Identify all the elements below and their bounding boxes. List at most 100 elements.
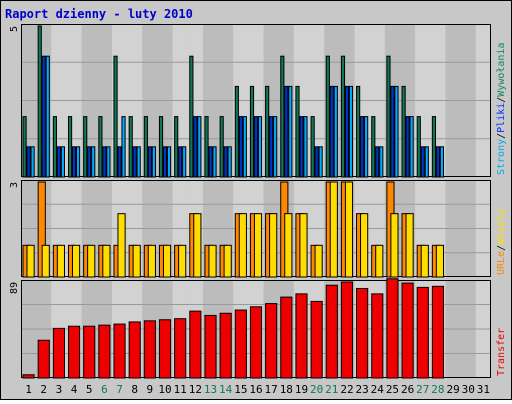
bar-wizyty <box>420 244 429 278</box>
bar-strony <box>136 146 141 178</box>
panel-2: 3 URLe/Wizyty <box>9 180 507 278</box>
bar-pliki <box>71 146 77 178</box>
bar-wizyty <box>193 213 202 278</box>
bar-transfer <box>234 309 247 379</box>
x-tick-label: 18 <box>280 383 293 396</box>
bar-wizyty <box>253 213 263 278</box>
bar-strony <box>409 116 414 178</box>
x-tick-label: 4 <box>71 383 78 396</box>
bar-transfer <box>83 325 96 379</box>
x-tick-label: 28 <box>431 383 444 396</box>
x-tick-label: 23 <box>356 383 369 396</box>
panel-1-ymax-label: 5 <box>9 26 20 32</box>
bar-strony <box>60 146 65 178</box>
bar-pliki <box>405 116 410 178</box>
bar-pliki <box>117 146 122 178</box>
bar-transfer <box>67 325 81 379</box>
x-tick-label: 16 <box>249 383 262 396</box>
bar-wywołania <box>249 85 255 178</box>
bar-transfer <box>113 323 126 379</box>
bar-wywołania <box>98 116 103 178</box>
bar-wywołania <box>340 55 346 178</box>
bar-wizyty <box>238 213 247 278</box>
bar-wizyty <box>405 213 414 278</box>
bar-wywołania <box>37 25 42 178</box>
bar-pliki <box>253 116 259 178</box>
x-tick-label: 24 <box>371 383 385 396</box>
bar-wizyty <box>435 244 445 278</box>
panel-2-legend-label: URLe/Wizyty <box>496 209 507 275</box>
x-tick-label: 13 <box>204 383 217 396</box>
bar-transfer <box>128 321 141 379</box>
bar-pliki <box>269 116 274 178</box>
bar-transfer <box>204 314 217 379</box>
bar-pliki <box>314 146 319 178</box>
bar-strony <box>91 146 96 178</box>
bar-transfer <box>310 300 323 379</box>
bar-pliki <box>193 116 198 178</box>
bar-pliki <box>299 116 304 178</box>
bar-strony <box>379 146 384 178</box>
bar-wywołania <box>67 116 73 178</box>
bar-transfer <box>340 281 354 379</box>
legend-label-part: / <box>496 97 507 103</box>
chart-title: Raport dzienny - luty 2010 <box>5 7 193 21</box>
x-tick-label: 17 <box>265 383 278 396</box>
bar-pliki <box>435 146 441 178</box>
bar-transfer <box>37 339 50 379</box>
x-tick-label: 11 <box>174 383 187 396</box>
bar-pliki <box>420 146 425 178</box>
bar-strony <box>424 146 429 178</box>
bar-pliki <box>26 146 31 178</box>
bar-wizyty <box>162 244 172 278</box>
bar-wywołania <box>371 116 376 178</box>
bar-strony <box>45 55 50 178</box>
bar-wizyty <box>269 213 278 278</box>
bar-pliki <box>375 146 380 178</box>
bar-wywołania <box>325 55 330 178</box>
bar-strony <box>394 85 399 178</box>
bar-transfer <box>98 324 111 379</box>
x-tick-label: 27 <box>416 383 429 396</box>
x-tick-label: 14 <box>219 383 233 396</box>
legend-label-part: Wizyty <box>496 209 507 245</box>
bar-pliki <box>102 146 107 178</box>
bar-wizyty <box>284 213 293 278</box>
bar-wywołania <box>310 116 315 178</box>
bar-wywołania <box>83 116 88 178</box>
bar-strony <box>212 146 217 178</box>
x-tick-label: 9 <box>147 383 154 396</box>
panel-2-ymax-label: 3 <box>9 182 20 188</box>
bar-pliki <box>56 146 61 178</box>
x-tick-label: 25 <box>386 383 399 396</box>
bar-wizyty <box>344 181 354 278</box>
bar-wywołania <box>158 116 164 178</box>
bar-wywołania <box>295 85 300 178</box>
bar-pliki <box>223 146 228 178</box>
bar-transfer <box>356 287 369 379</box>
bar-transfer <box>158 319 172 379</box>
bar-transfer <box>189 310 202 379</box>
bar-strony <box>197 116 202 178</box>
bar-strony <box>257 116 263 178</box>
bar-wizyty <box>208 244 217 278</box>
bar-transfer <box>143 320 156 379</box>
bar-wywołania <box>431 116 437 178</box>
x-tick-label: 5 <box>86 383 93 396</box>
bar-pliki <box>132 146 137 178</box>
bar-pliki <box>208 146 213 178</box>
bar-wywołania <box>280 55 285 178</box>
bar-wizyty <box>117 213 126 278</box>
panel-3: 89 Transfer <box>9 278 507 379</box>
x-tick-label: 30 <box>462 383 475 396</box>
bar-wywołania <box>52 116 57 178</box>
x-tick-label: 15 <box>234 383 247 396</box>
bar-wywołania <box>386 55 391 178</box>
bar-strony <box>242 116 247 178</box>
x-tick-label: 21 <box>325 383 338 396</box>
bar-wizyty <box>56 244 65 278</box>
bar-strony <box>166 146 172 178</box>
bar-wizyty <box>102 244 111 278</box>
bar-transfer <box>22 374 35 379</box>
